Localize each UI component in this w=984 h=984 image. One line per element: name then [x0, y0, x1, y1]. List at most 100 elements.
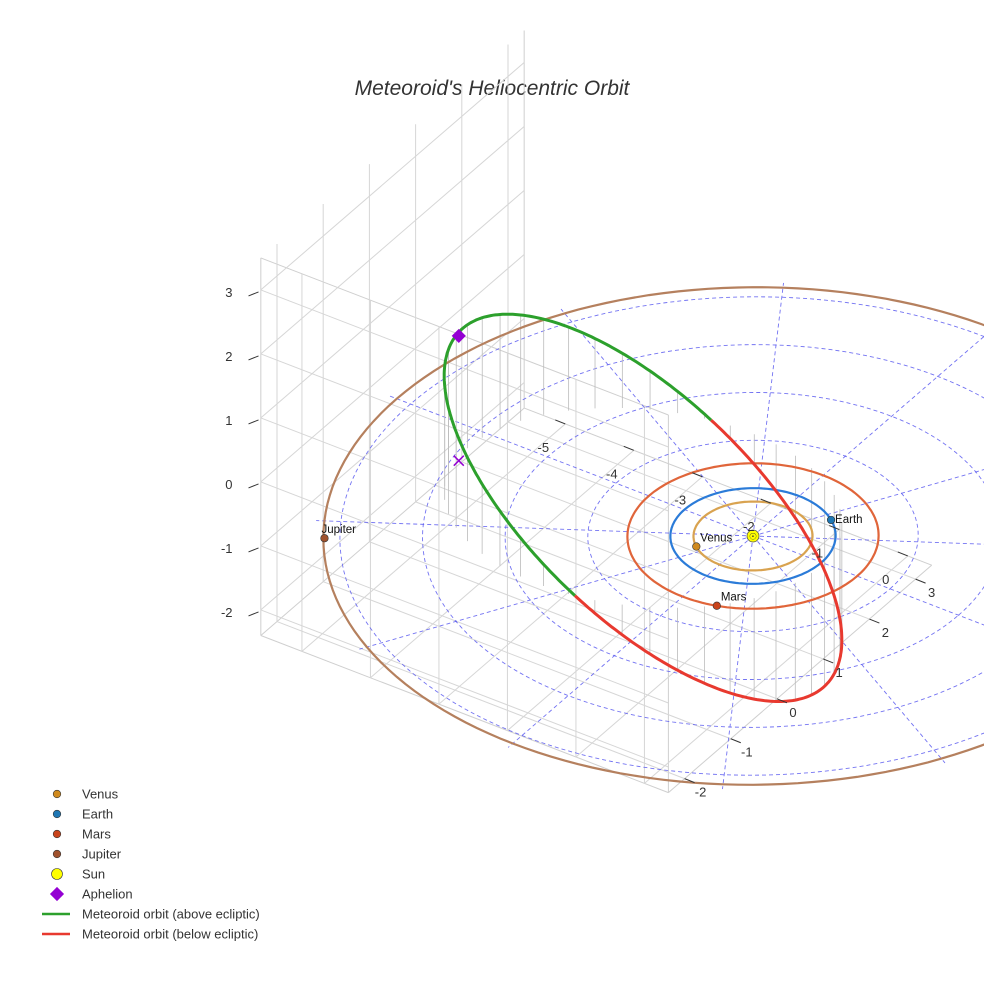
grid-line-z	[260, 289, 669, 448]
z-tick-label: 2	[225, 349, 232, 364]
grid-line-y	[276, 621, 685, 780]
legend-marker	[52, 789, 62, 799]
aphelion-projection-marker	[453, 455, 465, 467]
legend-marker	[52, 829, 62, 839]
grid-line-z	[260, 254, 525, 483]
x-tick-label: -4	[606, 466, 618, 481]
orbits	[322, 286, 984, 786]
chart-title: Meteoroid's Heliocentric Orbit	[355, 77, 631, 100]
planet-marker-jupiter	[320, 534, 329, 543]
reference-radial	[316, 520, 754, 537]
x-tick-label: 0	[882, 572, 889, 587]
y-tick-mark	[822, 658, 834, 664]
planet-marker-venus	[692, 542, 701, 551]
z-tick-label: 3	[225, 285, 232, 300]
orbit-mars	[626, 462, 880, 610]
z-tick-label: 0	[225, 477, 232, 492]
legend-label: Meteoroid orbit (below ecliptic)	[82, 927, 258, 942]
planet-label-earth: Earth	[835, 514, 863, 526]
legend-item: Jupiter	[52, 847, 122, 862]
grid-line-z	[260, 545, 669, 704]
z-tick-label: -1	[221, 541, 233, 556]
grid-line-z	[260, 609, 669, 768]
grid-line-z	[260, 126, 525, 355]
grid-line-z	[260, 353, 669, 512]
legend-label: Venus	[82, 787, 119, 802]
axis-box-edge	[523, 407, 932, 566]
legend-item: Meteoroid orbit (above ecliptic)	[42, 907, 260, 922]
reference-radial	[359, 535, 754, 650]
planet-label-venus: Venus	[700, 532, 732, 544]
grid-line-z	[260, 318, 525, 547]
legend-item: Earth	[52, 807, 113, 822]
reference-radial	[752, 282, 784, 537]
y-tick-label: -2	[695, 785, 707, 800]
reference-radial	[752, 469, 984, 537]
reference-radial	[752, 535, 946, 764]
x-tick-mark	[623, 445, 634, 451]
legend-label: Jupiter	[82, 847, 122, 862]
sun-marker	[746, 529, 760, 543]
legend-label: Earth	[82, 807, 113, 822]
legend: Venus Earth Mars Jupiter Sun Aphelion Meteoroi…	[42, 787, 260, 942]
reference-radial	[560, 308, 754, 537]
legend-label: Aphelion	[82, 887, 133, 902]
legend-label: Mars	[82, 827, 111, 842]
grid-line-x	[575, 529, 840, 758]
meteoroid-orbit-above	[442, 312, 713, 597]
legend-item: Venus	[52, 787, 119, 802]
ecliptic-reference-grid	[316, 282, 984, 790]
y-tick-label: 1	[836, 665, 843, 680]
planet-marker-earth	[826, 515, 836, 525]
grid-line-x	[370, 449, 635, 679]
legend-marker	[51, 868, 63, 880]
legend-marker	[52, 849, 62, 859]
y-tick-mark	[915, 578, 926, 584]
grid-line-y	[507, 421, 916, 580]
x-tick-mark	[555, 419, 566, 425]
legend-item: Aphelion	[49, 886, 133, 902]
legend-item: Sun	[51, 867, 105, 882]
x-tick-mark	[760, 498, 771, 504]
legend-item: Meteoroid orbit (below ecliptic)	[42, 927, 258, 942]
z-tick-mark	[248, 547, 259, 553]
z-tick-mark	[248, 291, 259, 297]
markers: ☉ Venus Earth Mars Jupiter	[320, 328, 863, 610]
x-tick-label: -1	[811, 546, 823, 561]
grid-line-z	[260, 417, 669, 576]
y-tick-label: 3	[928, 585, 935, 600]
planet-marker-mars	[712, 601, 721, 610]
y-tick-mark	[730, 738, 741, 744]
y-tick-label: 0	[789, 705, 796, 720]
axis-ticks: -2 -1 0 1 2 3 -5 -4 -3 -2 -1 0 -2 -1 0 1 2 3	[221, 285, 935, 800]
sun-symbol: ☉	[749, 533, 757, 543]
meteoroid-orbit-below	[573, 418, 844, 703]
x-tick-mark	[692, 472, 703, 478]
reference-radial	[722, 535, 754, 790]
grid-line-z	[260, 62, 525, 291]
z-tick-label: 1	[225, 413, 232, 428]
orbit-drop-lines	[444, 314, 843, 702]
z-tick-mark	[248, 611, 259, 617]
y-tick-label: -1	[741, 745, 753, 760]
z-tick-mark	[248, 419, 259, 425]
y-tick-mark	[684, 778, 695, 784]
grid-line-x	[301, 423, 566, 652]
grid-line-y	[415, 501, 824, 660]
aphelion-marker	[451, 328, 466, 343]
reference-radial	[752, 535, 984, 626]
grid-line-y	[369, 541, 778, 700]
grid-line-y	[323, 581, 731, 740]
x-tick-label: -3	[674, 493, 686, 508]
reference-radial	[752, 535, 984, 545]
z-tick-label: -2	[221, 605, 233, 620]
legend-diamond	[49, 886, 65, 902]
x-tick-mark	[897, 551, 908, 557]
grid-line-x	[507, 502, 772, 731]
x-tick-label: -2	[743, 519, 755, 534]
reference-radial	[752, 335, 984, 537]
x-tick-label: -5	[537, 440, 549, 455]
axis-box-edge	[260, 407, 525, 636]
legend-marker	[52, 809, 62, 819]
orbit-venus	[692, 500, 814, 572]
